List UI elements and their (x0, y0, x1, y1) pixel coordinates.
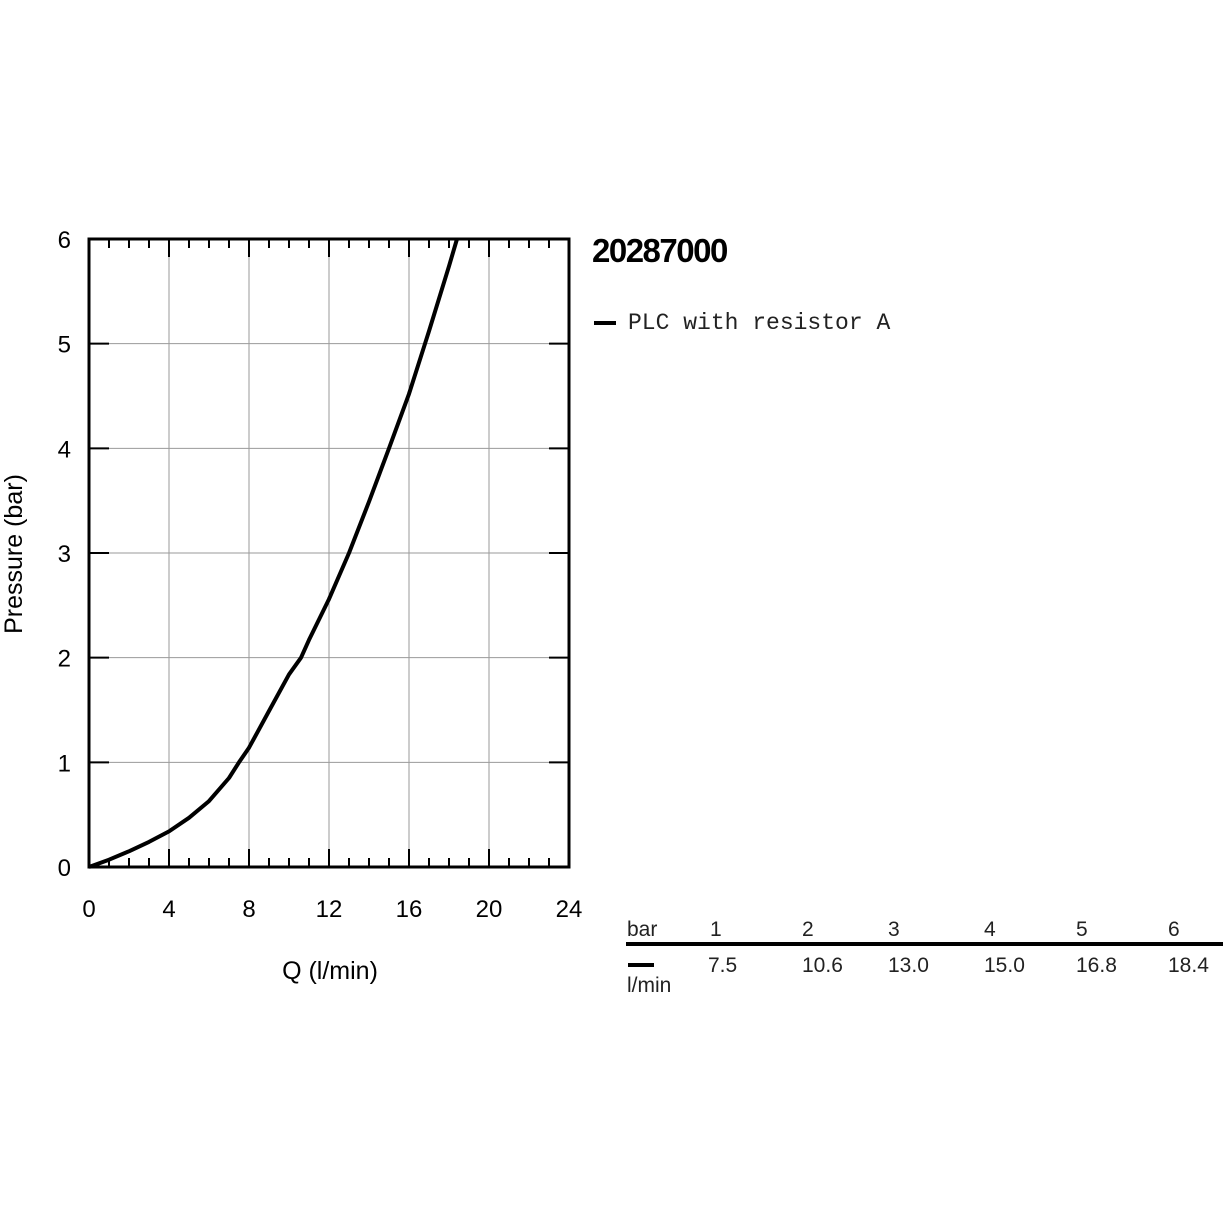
y-tick-label: 2 (58, 646, 71, 673)
y-axis-label: Pressure (bar) (0, 474, 28, 634)
legend-swatch (594, 321, 616, 325)
grid-lines (89, 239, 569, 867)
x-tick-label: 16 (396, 896, 423, 923)
legend-label: PLC with resistor A (628, 310, 891, 336)
y-tick-label: 0 (58, 855, 71, 882)
pressure-value: 5 (1076, 918, 1088, 941)
y-tick-labels: 0 1 2 3 4 5 6 (58, 227, 71, 882)
x-axis-label: Q (l/min) (282, 957, 378, 985)
flow-value: 15.0 (984, 954, 1025, 977)
flow-value: 16.8 (1076, 954, 1117, 977)
flow-value: 7.5 (708, 954, 738, 977)
x-tick-label: 4 (162, 896, 175, 923)
y-tick-label: 3 (58, 541, 71, 568)
x-tick-labels: 0 4 8 12 16 20 24 (82, 896, 582, 923)
pressure-value: 1 (710, 918, 722, 941)
pressure-unit-label: bar (627, 918, 658, 941)
x-tick-label: 12 (316, 896, 343, 923)
flow-value: 18.4 (1168, 954, 1209, 977)
flow-value: 10.6 (802, 954, 843, 977)
flow-value: 13.0 (888, 954, 929, 977)
legend: PLC with resistor A (594, 310, 890, 336)
y-tick-label: 1 (58, 750, 71, 777)
x-tick-label: 24 (556, 896, 583, 923)
x-tick-label: 0 (82, 896, 95, 923)
x-tick-label: 20 (476, 896, 503, 923)
y-tick-label: 6 (58, 227, 71, 254)
plot-frame (87, 237, 571, 869)
flow-table: bar 1 2 3 4 5 6 7.5 10.6 13.0 15.0 16.8 … (626, 918, 1223, 997)
y-tick-label: 5 (58, 332, 71, 359)
table-series-swatch (628, 963, 654, 967)
product-id: 20287000 (592, 232, 728, 269)
x-tick-label: 8 (242, 896, 255, 923)
pressure-value: 6 (1168, 918, 1180, 941)
pressure-value: 3 (888, 918, 900, 941)
pressure-value: 2 (802, 918, 814, 941)
series-line-plc-with-resistor-a (88, 238, 459, 869)
pressure-value: 4 (984, 918, 996, 941)
y-tick-label: 4 (58, 436, 71, 463)
flow-unit-label: l/min (627, 974, 672, 997)
table-rule (626, 942, 1223, 946)
